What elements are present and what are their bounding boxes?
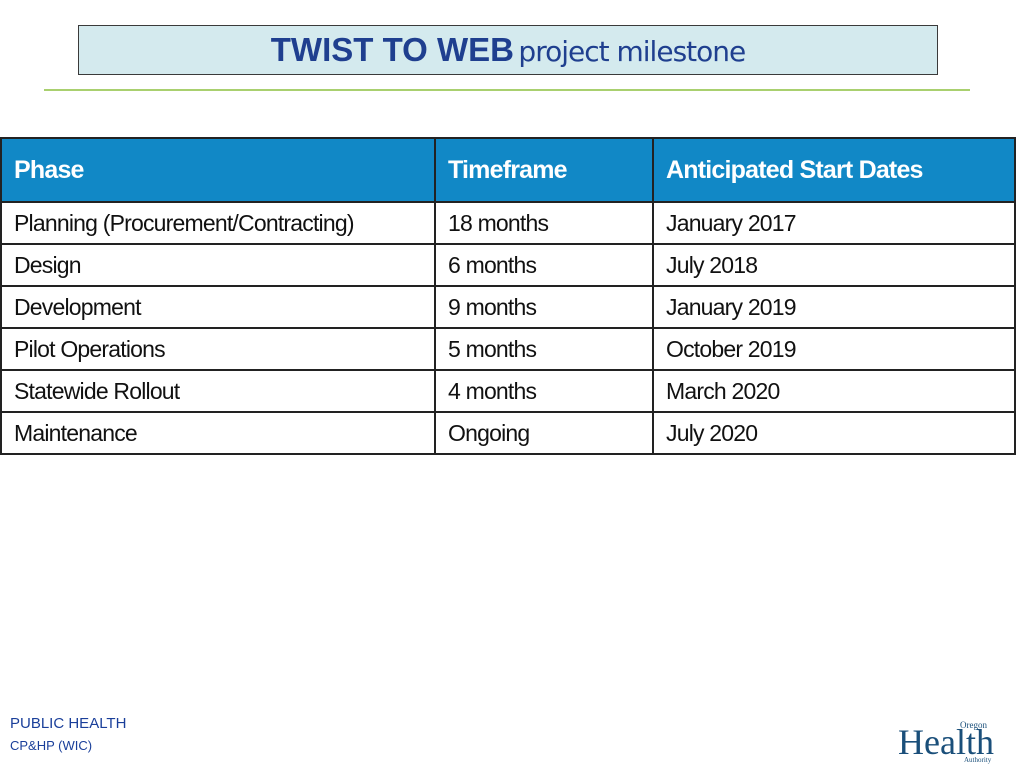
- footer-org: PUBLIC HEALTH: [10, 715, 127, 732]
- table-cell: 18 months: [434, 201, 654, 245]
- table-cell: Ongoing: [434, 411, 654, 455]
- table-cell: July 2018: [652, 243, 1016, 287]
- table-cell: 9 months: [434, 285, 654, 329]
- table-cell: January 2017: [652, 201, 1016, 245]
- footer-unit: CP&HP (WIC): [10, 738, 93, 753]
- table-cell: Maintenance: [0, 411, 436, 455]
- table-cell: Planning (Procurement/Contracting): [0, 201, 436, 245]
- title-sub: project milestone: [518, 35, 746, 68]
- table-row: Design 6 months July 2018: [0, 243, 1016, 287]
- logo-main: Health: [898, 722, 994, 762]
- table-cell: 5 months: [434, 327, 654, 371]
- logo-top: Oregon: [960, 720, 987, 730]
- table-cell: Development: [0, 285, 436, 329]
- title-box: TWIST TO WEB project milestone: [78, 25, 938, 75]
- table-cell: March 2020: [652, 369, 1016, 413]
- table-cell: Pilot Operations: [0, 327, 436, 371]
- column-header: Anticipated Start Dates: [652, 137, 1016, 203]
- table-cell: January 2019: [652, 285, 1016, 329]
- table-cell: Statewide Rollout: [0, 369, 436, 413]
- table-row: Planning (Procurement/Contracting) 18 mon…: [0, 201, 1016, 245]
- table-cell: 6 months: [434, 243, 654, 287]
- table-row: Development 9 months January 2019: [0, 285, 1016, 329]
- table-row: Maintenance Ongoing July 2020: [0, 411, 1016, 455]
- table-cell: 4 months: [434, 369, 654, 413]
- column-header: Timeframe: [434, 137, 654, 203]
- milestone-table: Phase Timeframe Anticipated Start Dates Pl…: [0, 137, 1016, 455]
- header-row: Phase Timeframe Anticipated Start Dates: [0, 137, 1016, 203]
- title-main: TWIST TO WEB: [270, 31, 514, 68]
- logo-bottom: Authority: [964, 756, 992, 764]
- table-cell: July 2020: [652, 411, 1016, 455]
- divider: [44, 89, 970, 91]
- table-row: Pilot Operations 5 months October 2019: [0, 327, 1016, 371]
- table-cell: October 2019: [652, 327, 1016, 371]
- column-header: Phase: [0, 137, 436, 203]
- table-cell: Design: [0, 243, 436, 287]
- table-row: Statewide Rollout 4 months March 2020: [0, 369, 1016, 413]
- logo: Health Oregon Authority: [898, 720, 1008, 766]
